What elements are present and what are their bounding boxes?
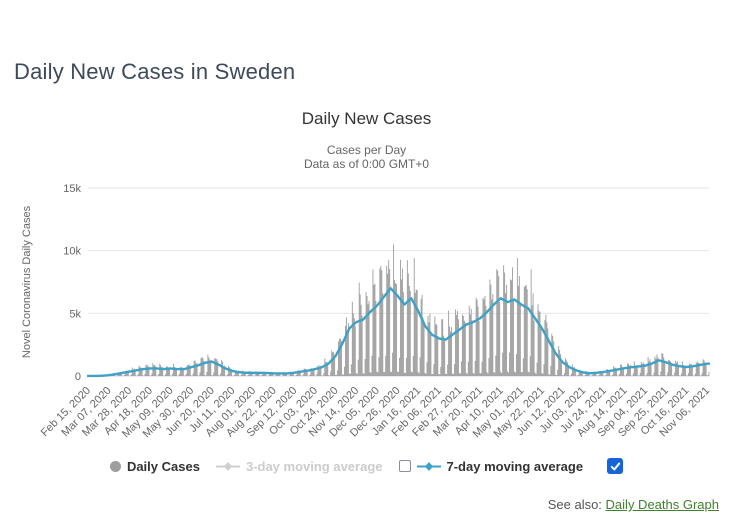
y-axis-tick-label: 10k [63, 246, 81, 258]
y-axis-tick-label: 5k [69, 308, 81, 320]
daily-cases-bars[interactable] [90, 244, 710, 376]
checkmark-icon [610, 462, 620, 470]
seven-day-average-line[interactable] [86, 287, 711, 378]
daily-deaths-graph-link[interactable]: Daily Deaths Graph [605, 497, 719, 512]
legend-label-3day-average: 3-day moving average [245, 458, 383, 474]
page-title: Daily New Cases in Sweden [14, 58, 296, 84]
y-axis-tick-label: 15k [63, 183, 81, 195]
legend-label-7day-average[interactable]: 7-day moving average [446, 458, 584, 474]
7day-average-checkbox[interactable] [398, 460, 411, 472]
legend-item-daily-cases[interactable]: Daily Cases [109, 458, 200, 474]
three-day-average-marker-icon [215, 461, 240, 472]
see-also-label: See also: [547, 497, 602, 512]
seven-day-average-marker-icon [416, 461, 441, 472]
chart-subtitle-data-as-of: Data as of 0:00 GMT+0 [303, 157, 430, 171]
chart-legend: Daily Cases 3-day moving average 7-day m… [0, 458, 733, 474]
legend-item-7day-average: 7-day moving average [398, 458, 584, 474]
legend-label-daily-cases: Daily Cases [126, 458, 200, 474]
legend-item-3day-average[interactable]: 3-day moving average [215, 458, 383, 474]
series-visible-checkbox-checked[interactable] [607, 458, 624, 474]
see-also-row: See also: Daily Deaths Graph [548, 497, 719, 512]
y-axis-title: Novel Coronavirus Daily Cases [21, 205, 33, 358]
y-axis-tick-label: 0 [75, 371, 81, 383]
chart-subtitle-cases-per-day: Cases per Day [326, 143, 407, 157]
daily-cases-marker-icon [109, 460, 121, 472]
chart-title: Daily New Cases [301, 109, 432, 128]
